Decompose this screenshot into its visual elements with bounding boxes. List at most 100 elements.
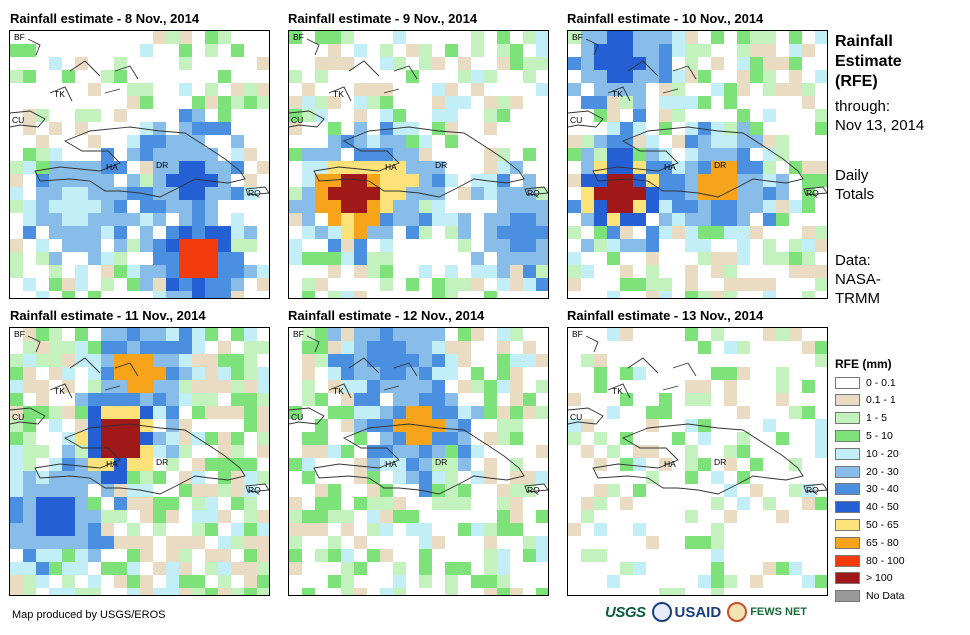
rainfall-cell: [568, 174, 581, 187]
rainfall-cell: [497, 44, 510, 57]
rainfall-cell: [75, 393, 88, 406]
rainfall-cell: [114, 536, 127, 549]
rainfall-cell: [633, 523, 646, 536]
rainfall-cell: [153, 523, 166, 536]
rainfall-cell: [101, 354, 114, 367]
rainfall-cell: [659, 174, 672, 187]
rainfall-cell: [802, 96, 815, 109]
map-panel-nov9: BF TK CU HA DR RQ: [288, 30, 549, 299]
rainfall-cell: [341, 445, 354, 458]
rainfall-cell: [218, 174, 231, 187]
rainfall-cell: [607, 575, 620, 588]
fews-net-logo: FEWS NET: [727, 602, 807, 622]
rainfall-cell: [536, 226, 548, 239]
rainfall-cell: [192, 187, 205, 200]
rainfall-cell: [354, 226, 367, 239]
sidebar-title: Rainfall Estimate (RFE): [835, 32, 902, 92]
rainfall-cell: [166, 380, 179, 393]
rainfall-cell: [36, 484, 49, 497]
rainfall-cell: [140, 96, 153, 109]
rainfall-cell: [620, 83, 633, 96]
rainfall-cell: [315, 200, 328, 213]
rainfall-cell: [49, 484, 62, 497]
rainfall-cell: [380, 226, 393, 239]
legend-label: 1 - 5: [866, 412, 888, 425]
rainfall-cell: [166, 445, 179, 458]
rainfall-cell: [393, 57, 406, 70]
rainfall-cell: [419, 187, 432, 200]
rainfall-cell: [354, 562, 367, 575]
rainfall-cell: [354, 239, 367, 252]
rainfall-cell: [672, 588, 685, 595]
rainfall-cell: [114, 341, 127, 354]
rainfall-cell: [815, 341, 827, 354]
rainfall-cell: [594, 523, 607, 536]
rainfall-cell: [114, 213, 127, 226]
rainfall-cell: [750, 458, 763, 471]
rainfall-cell: [218, 432, 231, 445]
rainfall-cell: [685, 122, 698, 135]
rainfall-cell: [484, 523, 497, 536]
rainfall-cell: [789, 200, 802, 213]
rainfall-cell: [88, 200, 101, 213]
rainfall-cell: [231, 161, 244, 174]
rainfall-cell: [75, 562, 88, 575]
rainfall-cell: [127, 213, 140, 226]
rainfall-cell: [354, 497, 367, 510]
rainfall-cell: [620, 562, 633, 575]
rainfall-cell: [581, 135, 594, 148]
rainfall-cell: [458, 419, 471, 432]
rainfall-cell: [140, 83, 153, 96]
rainfall-cell: [153, 265, 166, 278]
legend-item: 20 - 30: [835, 465, 899, 478]
legend-item: 1 - 5: [835, 412, 887, 425]
rainfall-cell: [328, 122, 341, 135]
rainfall-cell: [257, 380, 269, 393]
panel-title-nov13: Rainfall estimate - 13 Nov., 2014: [567, 308, 764, 323]
rainfall-cell: [341, 174, 354, 187]
rainfall-cell: [289, 239, 302, 252]
rainfall-cell: [445, 226, 458, 239]
rainfall-cell: [205, 367, 218, 380]
rainfall-cell: [594, 161, 607, 174]
rainfall-cell: [581, 187, 594, 200]
rainfall-cell: [763, 291, 776, 298]
rainfall-cell: [393, 588, 406, 595]
rainfall-cell: [458, 406, 471, 419]
rainfall-cell: [231, 291, 244, 298]
rainfall-cell: [659, 83, 672, 96]
legend-label: 0 - 0.1: [866, 376, 896, 389]
puerto-rico-outline: [245, 483, 269, 493]
rainfall-cell: [763, 187, 776, 200]
rainfall-cell: [445, 109, 458, 122]
rainfall-cell: [101, 510, 114, 523]
rainfall-cell: [23, 213, 36, 226]
rainfall-cell: [10, 70, 23, 83]
rainfall-cell: [127, 445, 140, 458]
rainfall-cell: [140, 458, 153, 471]
rainfall-cell: [127, 536, 140, 549]
rainfall-cell: [581, 174, 594, 187]
rainfall-cell: [380, 341, 393, 354]
rainfall-cell: [205, 380, 218, 393]
rainfall-cell: [62, 484, 75, 497]
rainfall-cell: [192, 328, 205, 341]
rainfall-cell: [289, 497, 302, 510]
rainfall-cell: [75, 406, 88, 419]
rainfall-cell: [393, 122, 406, 135]
rainfall-cell: [62, 445, 75, 458]
rainfall-cell: [802, 239, 815, 252]
rainfall-cell: [802, 497, 815, 510]
rainfall-cell: [646, 252, 659, 265]
rainfall-cell: [192, 213, 205, 226]
rainfall-cell: [510, 187, 523, 200]
rainfall-cell: [231, 252, 244, 265]
rainfall-cell: [406, 148, 419, 161]
rainfall-cell: [523, 341, 536, 354]
rainfall-cell: [127, 588, 140, 595]
rainfall-cell: [179, 549, 192, 562]
rainfall-cell: [289, 510, 302, 523]
rainfall-cell: [88, 239, 101, 252]
rainfall-cell: [536, 536, 548, 549]
rainfall-cell: [367, 471, 380, 484]
